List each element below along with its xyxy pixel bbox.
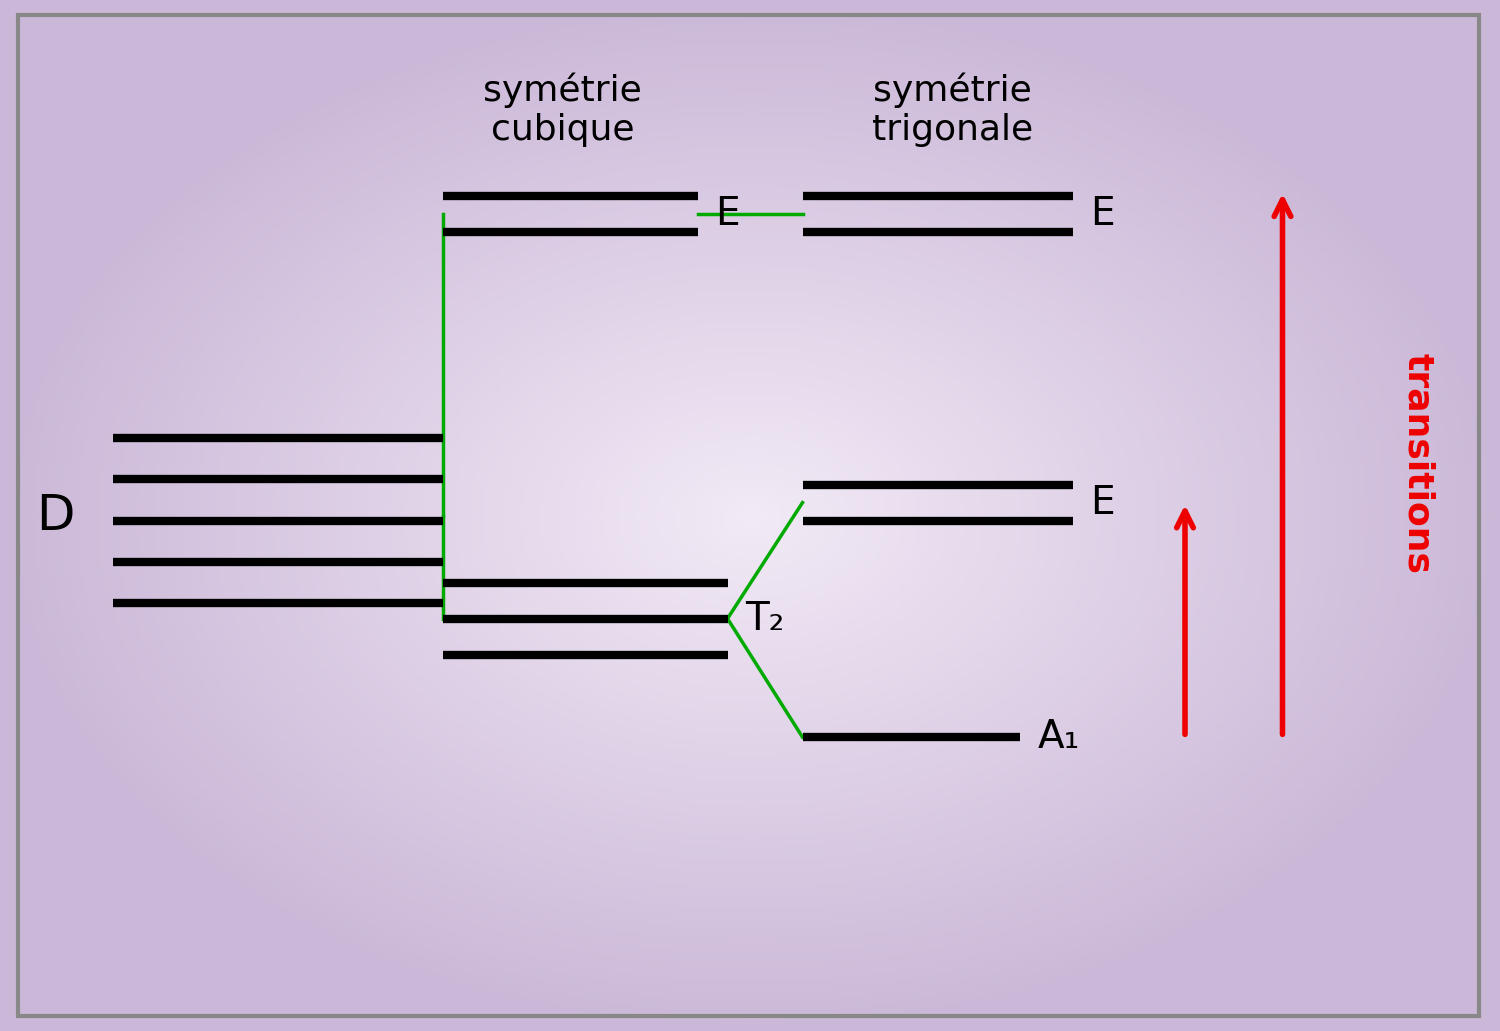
Text: symétrie
cubique: symétrie cubique — [483, 72, 642, 147]
Text: E: E — [716, 195, 740, 233]
Text: D: D — [36, 492, 75, 539]
Text: transitions: transitions — [1401, 354, 1434, 574]
Text: symétrie
trigonale: symétrie trigonale — [871, 72, 1033, 147]
Text: T₂: T₂ — [746, 600, 784, 637]
Text: E: E — [1090, 484, 1114, 522]
Text: E: E — [1090, 195, 1114, 233]
Text: A₁: A₁ — [1038, 719, 1080, 756]
